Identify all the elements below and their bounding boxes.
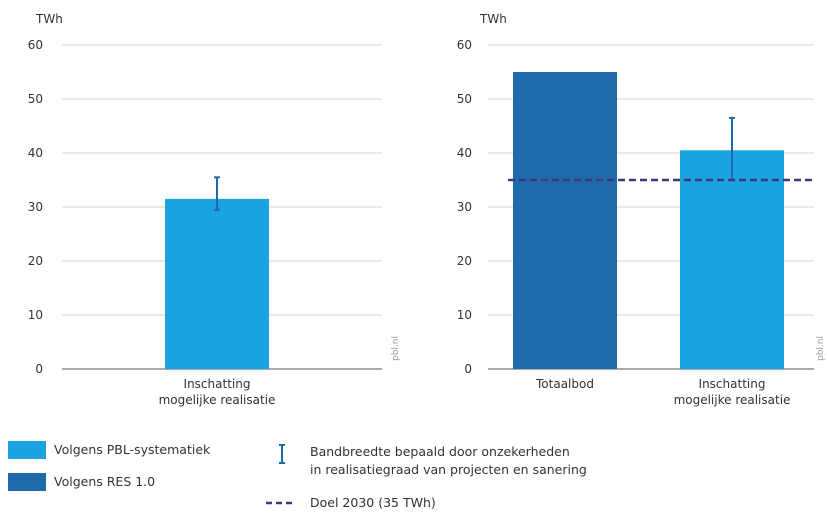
- y-tick-label: 20: [28, 254, 43, 268]
- y-tick-label: 20: [457, 254, 472, 268]
- x-category-label: Totaalbod: [535, 377, 594, 391]
- bar: [513, 72, 617, 369]
- legend-swatch-pbl: [8, 441, 46, 459]
- y-tick-label: 30: [28, 200, 43, 214]
- legend-label-res: Volgens RES 1.0: [54, 474, 156, 489]
- y-tick-label: 30: [457, 200, 472, 214]
- chart-canvas: TWh 0 10 20 30 40 50 60 Inschatting mogelijke rea…: [28, 12, 826, 407]
- legend-label-error-line2: in realisatiegraad van projecten en sane…: [310, 462, 587, 477]
- y-tick-label: 50: [457, 92, 472, 106]
- x-category-label: Inschatting: [184, 377, 251, 391]
- y-tick-label: 0: [464, 362, 472, 376]
- y-tick-label: 10: [28, 308, 43, 322]
- bar: [680, 150, 784, 369]
- legend-swatch-res: [8, 473, 46, 491]
- y-tick-label: 40: [457, 146, 472, 160]
- y-tick-label: 40: [28, 146, 43, 160]
- legend-label-error-line1: Bandbreedte bepaald door onzekerheden: [310, 444, 570, 459]
- source-label: pbl.nl: [391, 336, 401, 361]
- x-category-label: mogelijke realisatie: [674, 393, 791, 407]
- y-tick-label: 50: [28, 92, 43, 106]
- legend-label-pbl: Volgens PBL-systematiek: [54, 442, 211, 457]
- x-category-label: Inschatting: [699, 377, 766, 391]
- legend-goal-dash-icon: [266, 501, 296, 505]
- y-tick-label: 60: [457, 38, 472, 52]
- source-label: pbl.nl: [816, 336, 826, 361]
- y-axis-unit-label: TWh: [35, 12, 63, 26]
- legend-label-goal: Doel 2030 (35 TWh): [310, 495, 436, 510]
- y-axis-unit-label: TWh: [479, 12, 507, 26]
- bar: [165, 198, 269, 369]
- y-tick-label: 10: [457, 308, 472, 322]
- x-category-label: mogelijke realisatie: [159, 393, 276, 407]
- y-tick-label: 60: [28, 38, 43, 52]
- y-tick-label: 0: [35, 362, 43, 376]
- legend-error-bar-icon: [279, 444, 285, 464]
